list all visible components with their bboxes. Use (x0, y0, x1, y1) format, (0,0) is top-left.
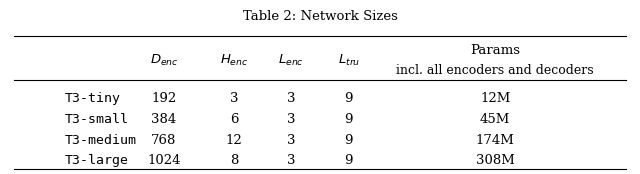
Text: T3-tiny: T3-tiny (65, 93, 121, 105)
Text: 384: 384 (151, 113, 177, 126)
Text: 174M: 174M (476, 134, 515, 147)
Text: 12M: 12M (480, 93, 511, 105)
Text: 45M: 45M (480, 113, 511, 126)
Text: 3: 3 (287, 134, 296, 147)
Text: 3: 3 (230, 93, 238, 105)
Text: 308M: 308M (476, 154, 515, 167)
Text: 6: 6 (230, 113, 238, 126)
Text: 192: 192 (151, 93, 177, 105)
Text: 3: 3 (287, 154, 296, 167)
Text: 9: 9 (344, 134, 353, 147)
Text: 12: 12 (225, 134, 243, 147)
Text: Table 2: Network Sizes: Table 2: Network Sizes (243, 10, 397, 23)
Text: $H_{enc}$: $H_{enc}$ (220, 53, 248, 68)
Text: Params: Params (470, 44, 520, 57)
Text: 3: 3 (287, 113, 296, 126)
Text: T3-large: T3-large (65, 154, 129, 167)
Text: T3-medium: T3-medium (65, 134, 137, 147)
Text: 3: 3 (287, 93, 296, 105)
Text: 9: 9 (344, 113, 353, 126)
Text: $D_{enc}$: $D_{enc}$ (150, 53, 179, 68)
Text: 9: 9 (344, 93, 353, 105)
Text: 9: 9 (344, 154, 353, 167)
Text: $L_{enc}$: $L_{enc}$ (278, 53, 304, 68)
Text: incl. all encoders and decoders: incl. all encoders and decoders (396, 64, 594, 77)
Text: T3-small: T3-small (65, 113, 129, 126)
Text: 768: 768 (151, 134, 177, 147)
Text: 1024: 1024 (147, 154, 180, 167)
Text: 8: 8 (230, 154, 238, 167)
Text: $L_{tru}$: $L_{tru}$ (337, 53, 360, 68)
